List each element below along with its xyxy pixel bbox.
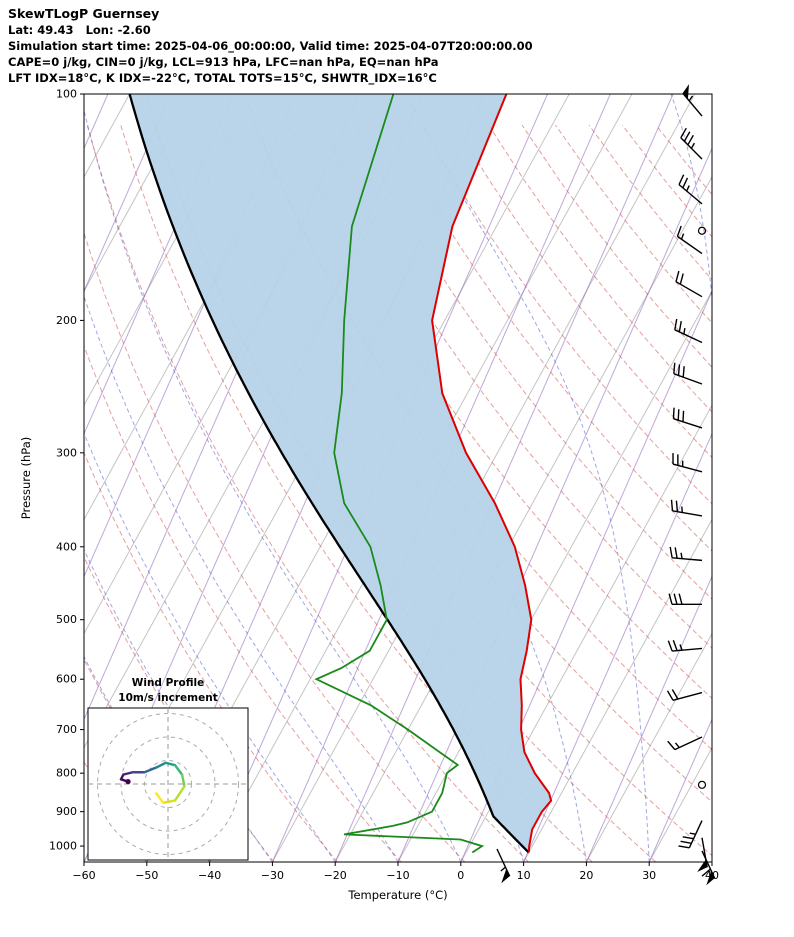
- hodograph-trace-segment: [173, 785, 186, 802]
- hodograph-inset: [87, 707, 249, 861]
- isotherm: [711, 860, 712, 862]
- dry-adiabat: [488, 124, 712, 413]
- moist-adiabat: [84, 294, 399, 862]
- dry-adiabat: [555, 124, 712, 324]
- parcel-line: [128, 94, 530, 854]
- isotherm: [585, 632, 712, 862]
- humidity-line: [397, 147, 712, 862]
- dry-adiabat: [84, 451, 338, 862]
- dry-adiabat: [86, 124, 529, 862]
- x-tick-label: −50: [135, 869, 158, 882]
- hodograph-trace-segment: [155, 792, 165, 804]
- y-tick-label: 400: [56, 540, 77, 553]
- dry-adiabat: [588, 124, 712, 281]
- dewpoint-line: [314, 94, 485, 854]
- x-tick-label: −60: [72, 869, 95, 882]
- isotherm: [271, 94, 696, 862]
- simulation-time-line: Simulation start time: 2025-04-06_00:00:…: [8, 39, 533, 53]
- hodograph-ring: [120, 736, 216, 832]
- isotherm: [334, 175, 712, 862]
- humidity-line: [648, 718, 712, 862]
- y-tick-label: 300: [56, 446, 77, 459]
- humidity-line: [84, 94, 172, 293]
- temperature-line: [431, 94, 553, 853]
- moist-adiabat: [84, 432, 336, 862]
- humidity-line: [523, 432, 712, 862]
- hodograph-subtitle: 10m/s increment: [118, 692, 218, 704]
- y-tick-label: 100: [56, 88, 77, 101]
- x-tick-label: −10: [386, 869, 409, 882]
- humidity-line: [711, 860, 712, 862]
- hodograph-trace-segment: [164, 761, 177, 767]
- location-line: Lat: 49.43 Lon: -2.60: [8, 23, 151, 37]
- cin-shade: [129, 94, 552, 853]
- isotherm: [648, 746, 712, 862]
- hodograph-ring: [144, 760, 192, 808]
- y-tick-label: 900: [56, 805, 77, 818]
- cape-cin-line: CAPE=0 j/kg, CIN=0 j/kg, LCL=913 hPa, LF…: [8, 55, 439, 69]
- calm-wind-circle: [697, 226, 707, 235]
- dry-adiabat: [287, 124, 712, 699]
- y-tick-label: 700: [56, 723, 77, 736]
- dry-adiabat: [84, 231, 466, 862]
- y-tick-label: 500: [56, 613, 77, 626]
- isotherm: [523, 518, 712, 862]
- x-tick-label: 30: [642, 869, 656, 882]
- x-tick-label: 20: [579, 869, 593, 882]
- moist-adiabat: [406, 94, 650, 862]
- y-tick-label: 600: [56, 673, 77, 686]
- hodograph-trace-segment: [155, 761, 167, 769]
- x-axis-label: Temperature (°C): [348, 888, 448, 902]
- hodograph-trace-segment: [180, 773, 186, 788]
- wind-barbs: [496, 84, 716, 886]
- hodograph-trace-segment: [173, 764, 184, 776]
- profiles: [128, 94, 553, 854]
- isotherm: [0, 94, 67, 862]
- hodograph-trace-segment: [122, 771, 134, 776]
- hodograph-trace-segment: [162, 799, 177, 804]
- x-tick-label: −20: [324, 869, 347, 882]
- humidity-line: [585, 575, 712, 862]
- figure-title: SkewTLogP Guernsey: [8, 6, 160, 21]
- y-axis-label: Pressure (hPa): [19, 436, 33, 520]
- calm-wind-circle: [697, 780, 707, 789]
- x-tick-label: −40: [198, 869, 221, 882]
- isotherm: [84, 94, 193, 293]
- y-tick-label: 800: [56, 767, 77, 780]
- stability-indices-line: LFT IDX=18°C, K IDX=-22°C, TOTAL TOTS=15…: [8, 71, 437, 85]
- dry-adiabat: [622, 124, 712, 238]
- dry-adiabat: [655, 124, 712, 196]
- y-tick-label: 200: [56, 314, 77, 327]
- x-tick-label: 10: [517, 869, 531, 882]
- x-tick-label: 0: [457, 869, 464, 882]
- isotherm: [460, 404, 712, 862]
- x-tick-label: −30: [261, 869, 284, 882]
- isotherm: [0, 94, 4, 862]
- hodograph-trace-start: [125, 779, 131, 785]
- y-tick-label: 1000: [49, 840, 77, 853]
- hodograph-ring: [97, 713, 239, 855]
- hodograph-trace-segment: [143, 766, 158, 774]
- hodograph-title: Wind Profile: [131, 677, 205, 689]
